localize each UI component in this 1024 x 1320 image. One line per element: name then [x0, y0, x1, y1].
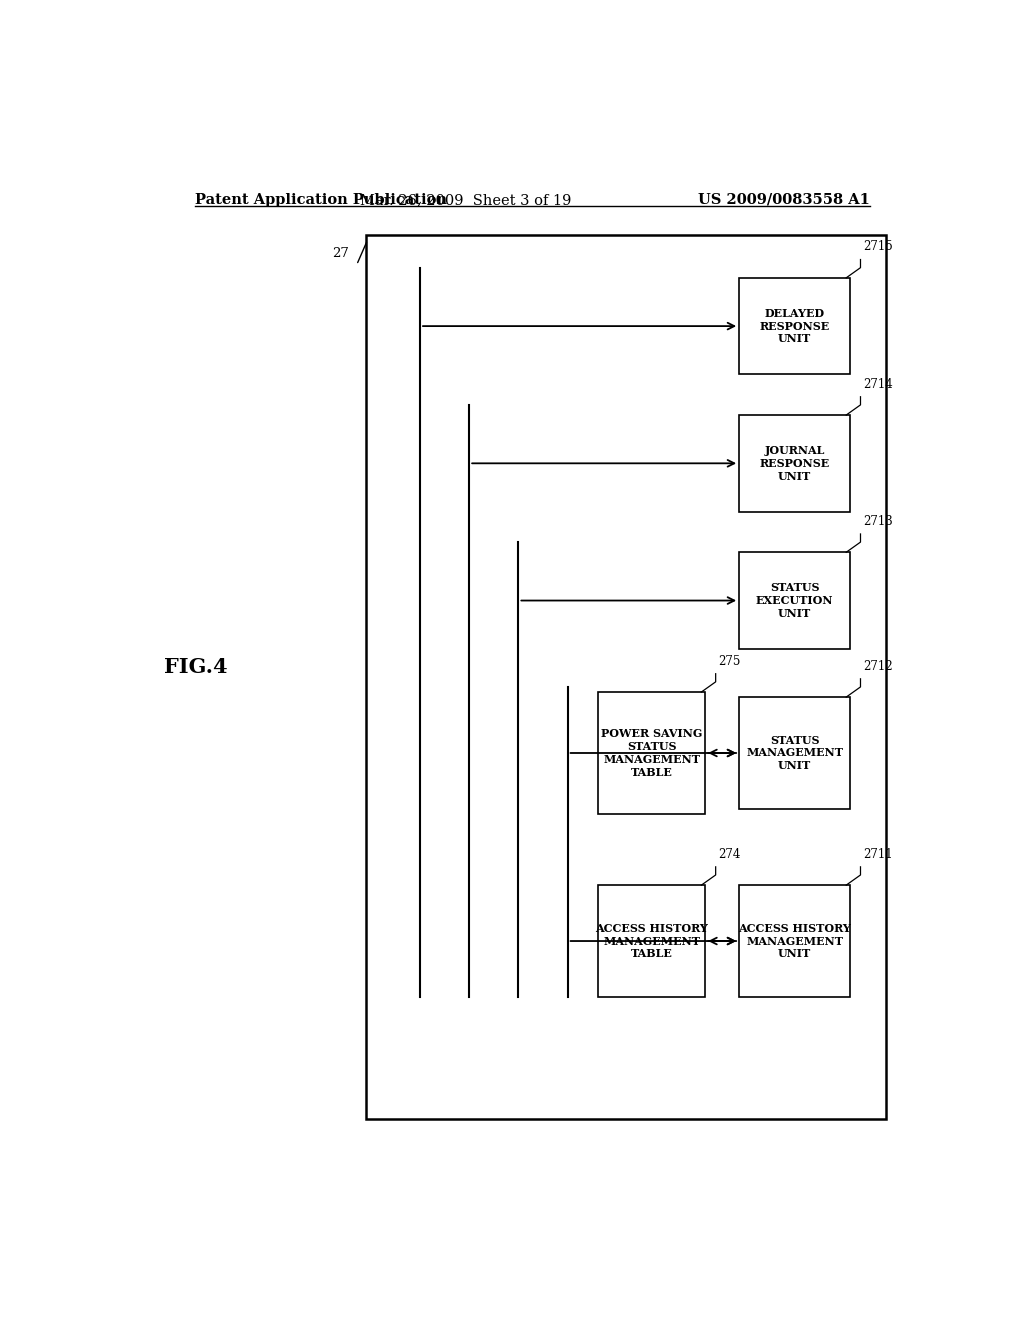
Text: US 2009/0083558 A1: US 2009/0083558 A1 [698, 193, 870, 207]
Text: 274: 274 [718, 847, 740, 861]
Text: 2711: 2711 [863, 847, 893, 861]
Text: STATUS
MANAGEMENT
UNIT: STATUS MANAGEMENT UNIT [746, 735, 843, 771]
Text: Mar. 26, 2009  Sheet 3 of 19: Mar. 26, 2009 Sheet 3 of 19 [359, 193, 571, 207]
Text: 2714: 2714 [863, 378, 893, 391]
Bar [739, 277, 850, 375]
Text: 27: 27 [332, 247, 348, 260]
Bar [367, 235, 886, 1119]
Text: STATUS
EXECUTION
UNIT: STATUS EXECUTION UNIT [756, 582, 834, 619]
Text: 2712: 2712 [863, 660, 893, 673]
Bar [739, 886, 850, 997]
Text: POWER SAVING
STATUS
MANAGEMENT
TABLE: POWER SAVING STATUS MANAGEMENT TABLE [601, 729, 702, 777]
Bar [739, 552, 850, 649]
Bar [739, 414, 850, 512]
Bar [598, 886, 706, 997]
Text: 275: 275 [718, 655, 740, 668]
Text: 2713: 2713 [863, 515, 893, 528]
Bar [598, 692, 706, 814]
Text: FIG.4: FIG.4 [164, 656, 227, 677]
Text: 2715: 2715 [863, 240, 893, 253]
Text: DELAYED
RESPONSE
UNIT: DELAYED RESPONSE UNIT [760, 308, 829, 345]
Bar [739, 697, 850, 809]
Text: ACCESS HISTORY
MANAGEMENT
TABLE: ACCESS HISTORY MANAGEMENT TABLE [595, 923, 709, 960]
Text: JOURNAL
RESPONSE
UNIT: JOURNAL RESPONSE UNIT [760, 445, 829, 482]
Text: Patent Application Publication: Patent Application Publication [196, 193, 447, 207]
Text: ACCESS HISTORY
MANAGEMENT
UNIT: ACCESS HISTORY MANAGEMENT UNIT [738, 923, 851, 960]
